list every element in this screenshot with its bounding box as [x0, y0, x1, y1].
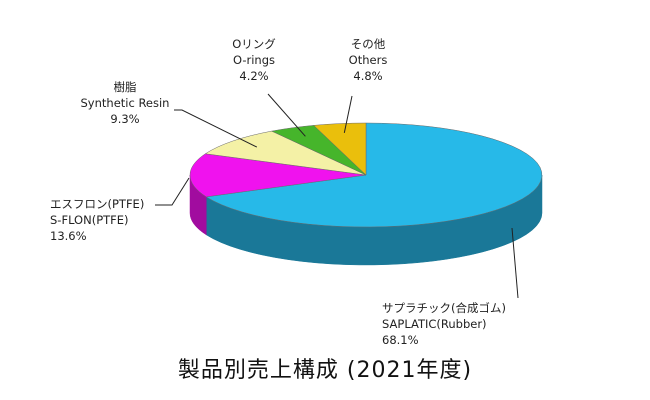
pie-slice-sflon: [189, 153, 367, 198]
leader-line-sflon: [155, 177, 190, 206]
chart-title: 製品別売上構成 (2021年度): [177, 358, 473, 383]
label-saplatic-ja: サプラチック(合成ゴム): [382, 301, 506, 315]
leader-line-others: [343, 95, 353, 133]
label-others-ja: その他: [350, 37, 386, 51]
label-orings: Oリング O-rings 4.2%: [219, 36, 289, 84]
label-resin: 樹脂 Synthetic Resin 9.3%: [70, 79, 180, 127]
label-saplatic-en: SAPLATIC(Rubber): [382, 317, 487, 331]
pie-slice-resin: [204, 130, 367, 176]
label-others-value: 4.8%: [353, 69, 383, 83]
label-orings-value: 4.2%: [239, 69, 269, 83]
label-resin-en: Synthetic Resin: [80, 96, 170, 110]
label-resin-value: 9.3%: [110, 112, 140, 126]
label-sflon: エスフロン(PTFE) S-FLON(PTFE) 13.6%: [50, 196, 170, 244]
label-saplatic: サプラチック(合成ゴム) SAPLATIC(Rubber) 68.1%: [382, 300, 572, 348]
label-sflon-ja: エスフロン(PTFE): [50, 197, 145, 211]
label-sflon-en: S-FLON(PTFE): [50, 213, 129, 227]
label-sflon-value: 13.6%: [50, 229, 87, 243]
leader-line-orings: [267, 93, 306, 137]
leader-line-resin: [174, 109, 258, 148]
pie-slice-saplatic: [205, 122, 543, 228]
label-orings-en: O-rings: [232, 53, 276, 67]
label-orings-ja: Oリング: [232, 37, 276, 51]
label-others-en: Others: [348, 53, 388, 67]
leader-line-saplatic: [511, 227, 519, 299]
label-resin-ja: 樹脂: [113, 80, 137, 94]
label-others: その他 Others 4.8%: [333, 36, 403, 84]
label-saplatic-value: 68.1%: [382, 333, 419, 347]
pie-slice-others: [313, 122, 367, 176]
